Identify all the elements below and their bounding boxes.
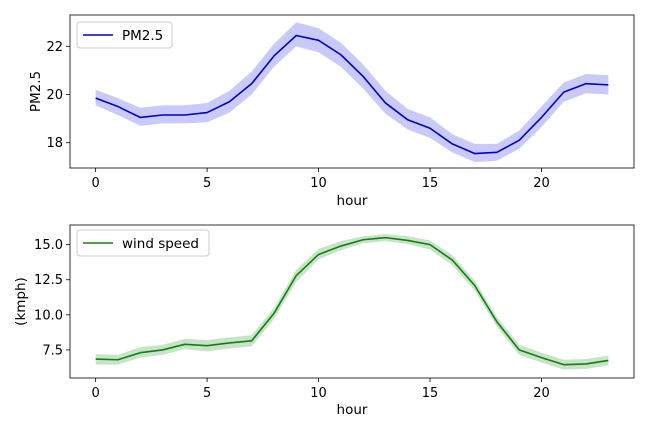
wind-speed-chart: 0 5 10 15 20 7.5 10.0 12.5 15.0 hour (kmph) win… (13, 224, 635, 418)
pm25-y-axis-label: PM2.5 (28, 71, 44, 112)
pm25-chart: 0 5 10 15 20 18 20 22 hour PM2.5 PM2.5 (28, 14, 635, 209)
pm25-legend-box (76, 21, 173, 49)
wind-speed-x-tick-label: 0 (91, 386, 99, 401)
pm25-line-group (95, 34, 609, 155)
wind-speed-x-tick-label: 5 (203, 386, 211, 401)
pm25-y-tick-label: 22 (46, 40, 63, 55)
pm25-x-tick-label: 0 (91, 176, 99, 191)
pm25-mean-line (95, 34, 609, 155)
wind-speed-plot-frame (69, 224, 635, 379)
pm25-y-ticks: 18 20 22 (46, 40, 70, 151)
wind-speed-x-tick-label: 20 (533, 386, 550, 401)
wind-speed-y-tick-label: 12.5 (34, 273, 63, 288)
wind-speed-confidence-band-group (95, 234, 609, 370)
wind-speed-confidence-band (95, 234, 609, 370)
pm25-legend: PM2.5 (76, 21, 173, 49)
wind-speed-y-tick-label: 7.5 (42, 343, 63, 358)
wind-speed-legend-label: wind speed (122, 236, 199, 252)
wind-speed-x-axis-label: hour (337, 402, 368, 418)
pm25-x-tick-label: 10 (310, 176, 327, 191)
wind-speed-line-group (95, 236, 609, 366)
pm25-legend-label: PM2.5 (122, 28, 163, 44)
pm25-y-tick-label: 20 (46, 88, 63, 103)
pm25-x-ticks: 0 5 10 15 20 (91, 168, 550, 191)
wind-speed-y-axis-label: (kmph) (13, 277, 29, 326)
pm25-confidence-band-group (95, 22, 609, 162)
pm25-y-tick-label: 18 (46, 136, 63, 151)
wind-speed-x-ticks: 0 5 10 15 20 (91, 378, 550, 401)
pm25-x-axis-label: hour (337, 193, 368, 209)
wind-speed-y-tick-label: 15.0 (34, 238, 63, 253)
pm25-x-tick-label: 5 (203, 176, 211, 191)
wind-speed-y-ticks: 7.5 10.0 12.5 15.0 (34, 238, 70, 358)
wind-speed-legend-box (76, 229, 210, 257)
pm25-plot-frame (69, 14, 635, 169)
pm25-x-tick-label: 15 (422, 176, 439, 191)
pm25-x-tick-label: 20 (533, 176, 550, 191)
wind-speed-x-tick-label: 10 (310, 386, 327, 401)
wind-speed-y-tick-label: 10.0 (34, 308, 63, 323)
pm25-confidence-band (95, 22, 609, 162)
wind-speed-legend: wind speed (76, 229, 210, 257)
wind-speed-mean-line (95, 236, 609, 366)
wind-speed-x-tick-label: 15 (422, 386, 439, 401)
